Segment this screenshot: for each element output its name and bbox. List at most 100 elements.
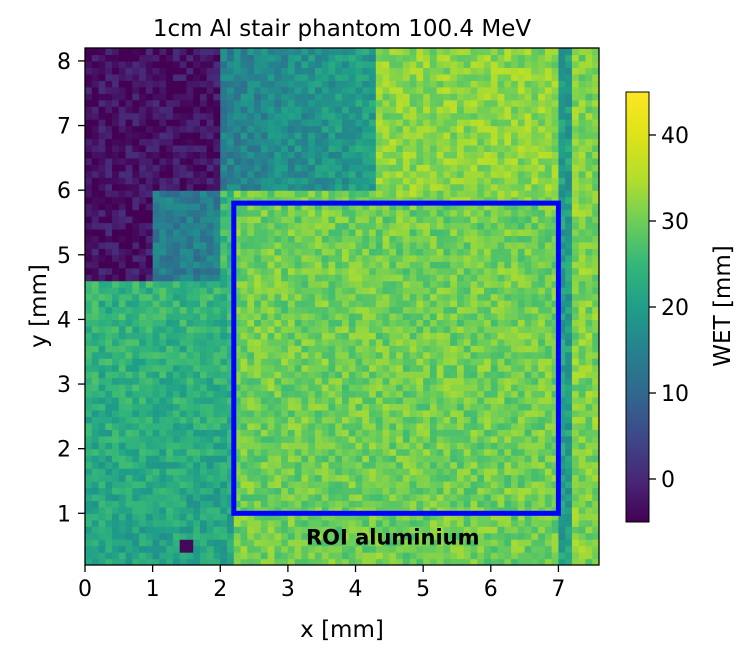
heatmap-cell — [571, 519, 580, 527]
heatmap-cell — [105, 422, 113, 430]
heatmap-cell — [416, 183, 424, 191]
heatmap-cell — [220, 300, 228, 308]
heatmap-cell — [355, 274, 363, 282]
heatmap-cell — [254, 209, 262, 217]
heatmap-cell — [585, 513, 593, 521]
heatmap-cell — [145, 183, 154, 191]
heatmap-cell — [233, 435, 242, 443]
heatmap-cell — [524, 203, 532, 211]
heatmap-cell — [159, 493, 167, 501]
heatmap-cell — [213, 267, 221, 275]
heatmap-cell — [98, 164, 106, 172]
heatmap-cell — [301, 209, 309, 217]
heatmap-cell — [159, 409, 167, 417]
heatmap-cell — [538, 228, 546, 237]
heatmap-cell — [91, 170, 100, 178]
heatmap-cell — [443, 293, 451, 301]
heatmap-cell — [490, 403, 499, 411]
heatmap-cell — [199, 203, 208, 211]
heatmap-cell — [112, 157, 120, 165]
heatmap-cell — [159, 487, 167, 495]
heatmap-cell — [294, 377, 303, 385]
heatmap-cell — [301, 190, 309, 198]
heatmap-cell — [321, 319, 330, 327]
heatmap-cell — [558, 254, 566, 262]
heatmap-cell — [281, 241, 289, 249]
heatmap-cell — [220, 280, 228, 288]
heatmap-cell — [551, 306, 560, 314]
heatmap-cell — [355, 539, 363, 547]
heatmap-cell — [91, 435, 100, 443]
heatmap-cell — [450, 157, 458, 165]
heatmap-cell — [227, 500, 235, 508]
heatmap-cell — [186, 442, 194, 450]
heatmap-cell — [456, 216, 465, 224]
heatmap-cell — [260, 390, 269, 398]
heatmap-cell — [497, 280, 505, 288]
heatmap-cell — [328, 526, 336, 534]
heatmap-cell — [193, 319, 201, 327]
heatmap-cell — [423, 364, 431, 372]
heatmap-cell — [456, 177, 465, 185]
heatmap-cell — [456, 351, 465, 359]
heatmap-cell — [348, 274, 357, 282]
heatmap-cell — [193, 442, 201, 450]
heatmap-cell — [139, 254, 147, 262]
heatmap-cell — [85, 442, 93, 450]
heatmap-cell — [551, 325, 560, 333]
heatmap-cell — [125, 526, 133, 534]
heatmap-cell — [409, 144, 417, 152]
heatmap-cell — [139, 455, 147, 463]
heatmap-cell — [287, 228, 296, 237]
heatmap-cell — [409, 358, 417, 366]
heatmap-cell — [125, 558, 133, 565]
heatmap-cell — [294, 416, 303, 424]
heatmap-cell — [389, 429, 397, 437]
heatmap-cell — [429, 487, 438, 495]
heatmap-cell — [179, 390, 188, 398]
heatmap-cell — [470, 293, 478, 301]
heatmap-cell — [301, 325, 309, 333]
heatmap-cell — [179, 274, 188, 282]
heatmap-cell — [409, 345, 417, 353]
heatmap-cell — [125, 442, 133, 450]
heatmap-cell — [409, 513, 417, 521]
heatmap-cell — [443, 513, 451, 521]
heatmap-cell — [172, 526, 181, 534]
heatmap-cell — [213, 248, 221, 256]
heatmap-cell — [213, 435, 221, 443]
heatmap-cell — [301, 235, 309, 243]
heatmap-cell — [335, 222, 343, 230]
heatmap-cell — [484, 384, 492, 392]
heatmap-cell — [281, 254, 289, 262]
heatmap-cell — [125, 403, 133, 411]
heatmap-cell — [490, 151, 499, 159]
heatmap-cell — [132, 248, 140, 256]
heatmap-cell — [578, 403, 587, 411]
heatmap-cell — [565, 493, 573, 501]
heatmap-cell — [565, 532, 573, 540]
heatmap-cell — [206, 164, 215, 172]
heatmap-cell — [369, 409, 377, 417]
heatmap-cell — [91, 157, 100, 165]
heatmap-cell — [254, 177, 262, 185]
heatmap-cell — [159, 306, 167, 314]
heatmap-cell — [429, 332, 438, 340]
heatmap-cell — [497, 216, 505, 224]
heatmap-cell — [152, 338, 160, 346]
heatmap-cell — [504, 144, 512, 152]
heatmap-cell — [193, 435, 201, 443]
heatmap-cell — [497, 487, 505, 495]
heatmap-cell — [450, 532, 458, 540]
heatmap-cell — [308, 474, 316, 482]
heatmap-cell — [139, 216, 147, 224]
heatmap-cell — [118, 345, 127, 353]
heatmap-cell — [267, 513, 275, 521]
heatmap-cell — [254, 390, 262, 398]
heatmap-cell — [396, 177, 404, 185]
heatmap-cell — [179, 280, 188, 288]
heatmap-cell — [382, 203, 390, 211]
heatmap-cell — [443, 506, 451, 514]
heatmap-cell — [382, 183, 390, 191]
heatmap-cell — [227, 487, 235, 495]
